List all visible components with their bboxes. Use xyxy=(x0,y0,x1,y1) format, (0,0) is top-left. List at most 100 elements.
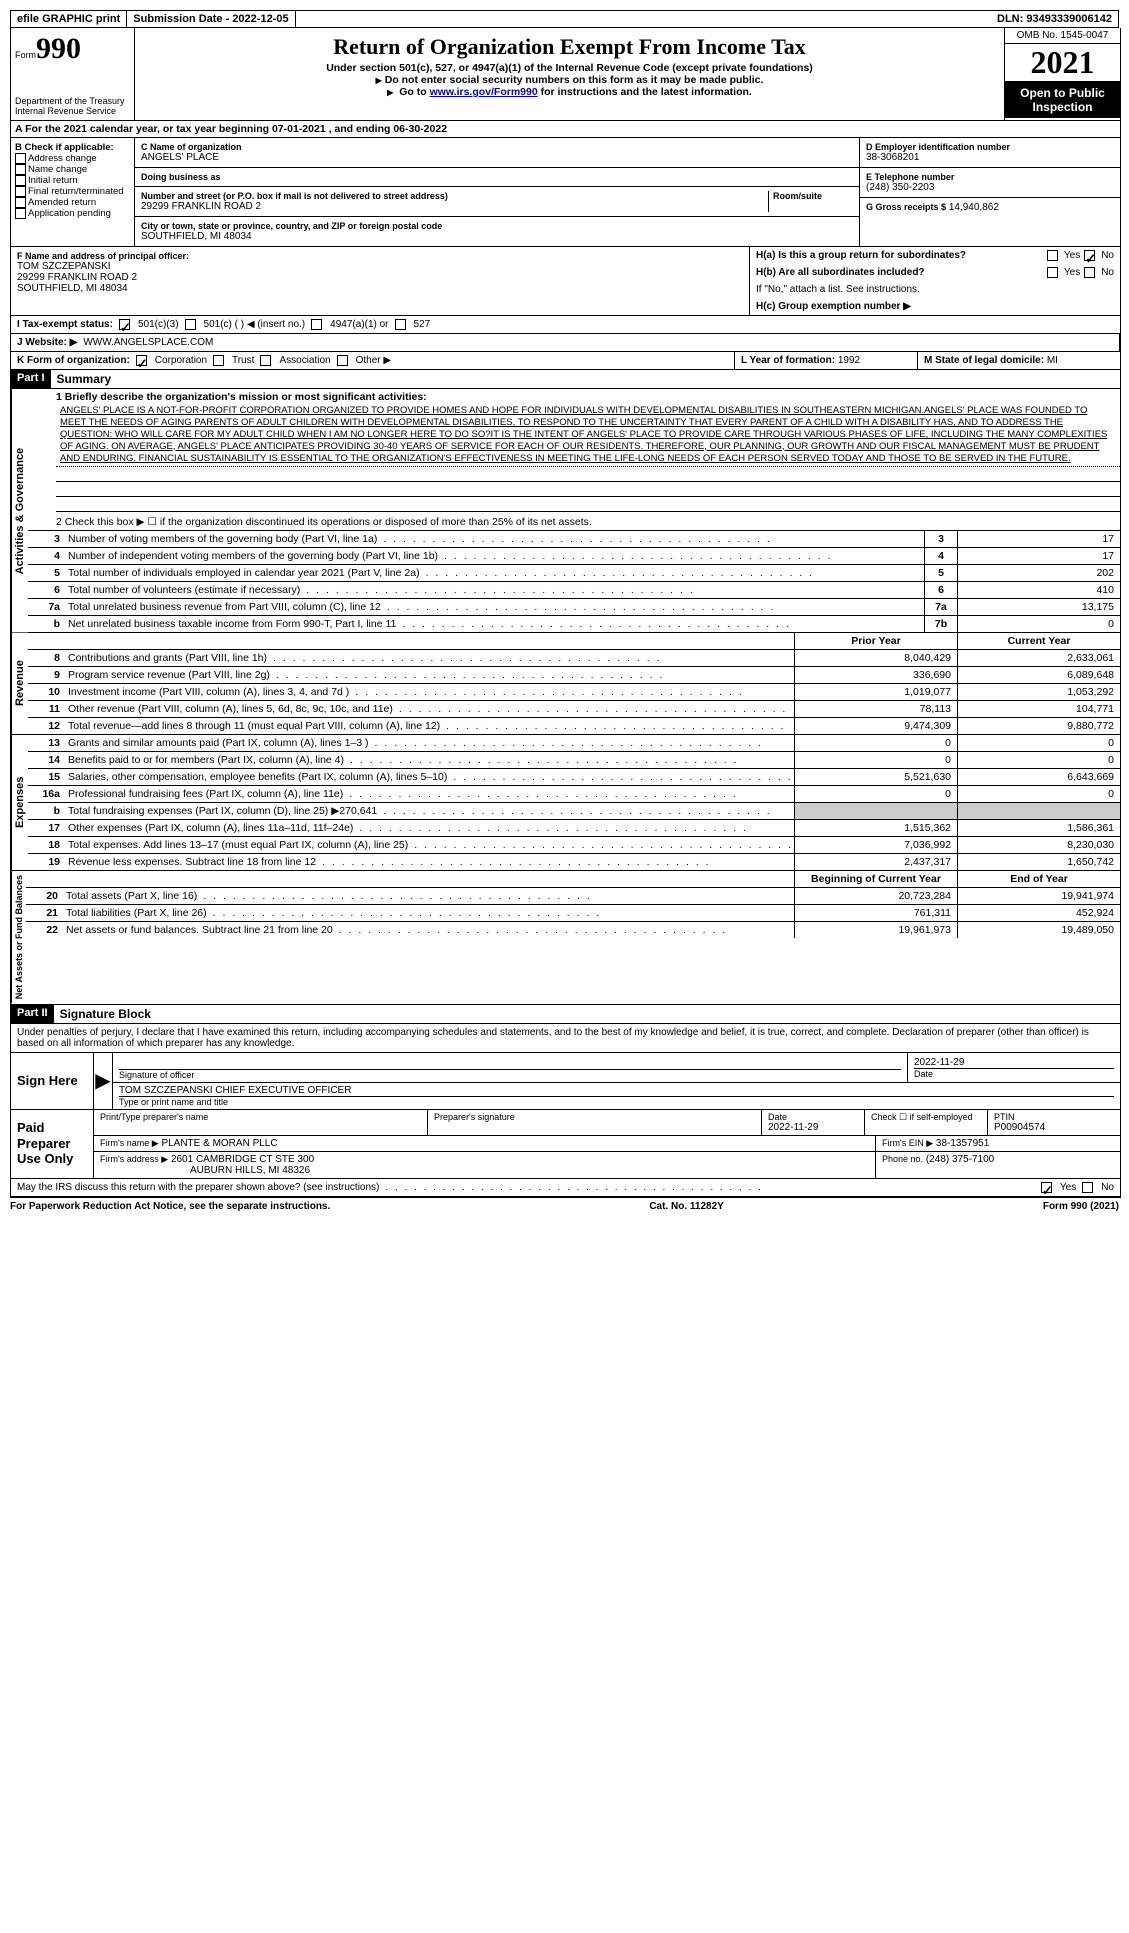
chk-corp[interactable]: ✓ xyxy=(136,355,147,366)
row-16a: 16a Professional fundraising fees (Part … xyxy=(28,786,1120,803)
row-desc: Grants and similar amounts paid (Part IX… xyxy=(64,735,794,751)
row-prior: 20,723,284 xyxy=(794,888,957,904)
row-prior: 0 xyxy=(794,735,957,751)
gov-row-4: 4 Number of independent voting members o… xyxy=(28,548,1120,565)
firm-addr-label: Firm's address ▶ xyxy=(100,1154,168,1164)
chk-501c3[interactable]: ✓ xyxy=(119,319,130,330)
mission-label: 1 Briefly describe the organization's mi… xyxy=(28,389,1120,403)
chk-hb-yes[interactable] xyxy=(1047,267,1058,278)
opt-501c3: 501(c)(3) xyxy=(138,319,179,330)
chk-pending[interactable] xyxy=(15,208,26,219)
row-desc: Total number of individuals employed in … xyxy=(64,565,924,581)
officer-sig-name: TOM SZCZEPANSKI CHIEF EXECUTIVE OFFICER xyxy=(119,1085,1114,1096)
chk-501c[interactable] xyxy=(185,319,196,330)
chk-527[interactable] xyxy=(395,319,406,330)
ein-label: D Employer identification number xyxy=(866,142,1114,152)
firm-addr2: AUBURN HILLS, MI 48326 xyxy=(190,1165,310,1176)
discuss-text: May the IRS discuss this return with the… xyxy=(17,1182,379,1193)
phone-value: (248) 350-2203 xyxy=(866,182,1114,193)
row-prior: 5,521,630 xyxy=(794,769,957,785)
hdr-current-year: Current Year xyxy=(957,633,1120,649)
side-expenses: Expenses xyxy=(11,735,28,870)
row-desc: Total expenses. Add lines 13–17 (must eq… xyxy=(64,837,794,853)
chk-ha-no[interactable]: ✓ xyxy=(1084,250,1095,261)
row-val: 17 xyxy=(957,548,1120,564)
officer-name: TOM SZCZEPANSKI xyxy=(17,261,743,272)
section-de: D Employer identification number 38-3068… xyxy=(860,138,1120,246)
irs-link[interactable]: www.irs.gov/Form990 xyxy=(430,86,538,98)
chk-name[interactable] xyxy=(15,164,26,175)
row-11: 11 Other revenue (Part VIII, column (A),… xyxy=(28,701,1120,718)
row-desc: Total number of volunteers (estimate if … xyxy=(64,582,924,598)
lbl-name-change: Name change xyxy=(28,164,87,175)
row-num: 3 xyxy=(28,531,64,547)
row-current: 19,489,050 xyxy=(957,922,1120,938)
row-desc: Total fundraising expenses (Part IX, col… xyxy=(64,803,794,819)
subtitle-2: Do not enter social security numbers on … xyxy=(143,74,996,86)
dln: DLN: 93493339006142 xyxy=(991,11,1118,27)
chk-discuss-no[interactable] xyxy=(1082,1182,1093,1193)
row-prior: 9,474,309 xyxy=(794,718,957,734)
part2-title: Signature Block xyxy=(54,1005,157,1023)
section-b-title: B Check if applicable: xyxy=(15,142,130,153)
chk-hb-no[interactable] xyxy=(1084,267,1095,278)
hdr-prior-year: Prior Year xyxy=(794,633,957,649)
chk-trust[interactable] xyxy=(213,355,224,366)
tax-year: 2021 xyxy=(1005,44,1120,82)
revenue-section: Revenue Prior Year Current Year 8 Contri… xyxy=(11,633,1120,735)
section-m: M State of legal domicile: MI xyxy=(918,352,1120,369)
chk-other[interactable] xyxy=(337,355,348,366)
chk-amended[interactable] xyxy=(15,197,26,208)
row-desc: Other revenue (Part VIII, column (A), li… xyxy=(64,701,794,717)
lbl-amended: Amended return xyxy=(28,197,96,208)
lbl-app-pending: Application pending xyxy=(28,208,111,219)
row-num: 17 xyxy=(28,820,64,836)
row-num: 16a xyxy=(28,786,64,802)
section-j: J Website: ▶ WWW.ANGELSPLACE.COM xyxy=(11,334,1120,351)
lbl-initial-return: Initial return xyxy=(28,175,78,186)
row-prior: 336,690 xyxy=(794,667,957,683)
row-box: 3 xyxy=(924,531,957,547)
h-b-label: H(b) Are all subordinates included? xyxy=(756,267,1043,278)
opt-corp: Corporation xyxy=(155,355,207,366)
row-prior: 19,961,973 xyxy=(794,922,957,938)
row-desc: Benefits paid to or for members (Part IX… xyxy=(64,752,794,768)
ein-value: 38-3068201 xyxy=(866,152,1114,163)
chk-discuss-yes[interactable]: ✓ xyxy=(1041,1182,1052,1193)
h-note: If "No," attach a list. See instructions… xyxy=(750,281,1120,298)
row-current: 6,089,648 xyxy=(957,667,1120,683)
chk-address[interactable] xyxy=(15,153,26,164)
prep-date-label: Date xyxy=(768,1112,858,1122)
opt-other: Other ▶ xyxy=(356,355,391,366)
efile-label[interactable]: efile GRAPHIC print xyxy=(11,11,127,27)
top-bar: efile GRAPHIC print Submission Date - 20… xyxy=(10,10,1119,28)
row-desc: Total unrelated business revenue from Pa… xyxy=(64,599,924,615)
row-box: 7a xyxy=(924,599,957,615)
chk-assoc[interactable] xyxy=(260,355,271,366)
row-12: 12 Total revenue—add lines 8 through 11 … xyxy=(28,718,1120,734)
row-num: 18 xyxy=(28,837,64,853)
chk-final[interactable] xyxy=(15,186,26,197)
chk-initial[interactable] xyxy=(15,175,26,186)
discuss-yes: Yes xyxy=(1060,1182,1076,1193)
row-21: 21 Total liabilities (Part X, line 26) 7… xyxy=(26,905,1120,922)
section-c: C Name of organization ANGELS' PLACE Doi… xyxy=(135,138,860,246)
blank-2 xyxy=(56,482,1120,497)
row-box: 4 xyxy=(924,548,957,564)
row-num: 6 xyxy=(28,582,64,598)
row-9: 9 Program service revenue (Part VIII, li… xyxy=(28,667,1120,684)
chk-4947[interactable] xyxy=(311,319,322,330)
officer-label: F Name and address of principal officer: xyxy=(17,251,743,261)
chk-ha-yes[interactable] xyxy=(1047,250,1058,261)
part-2-header: Part II Signature Block xyxy=(11,1005,1120,1024)
section-l: L Year of formation: 1992 xyxy=(735,352,918,369)
row-desc: Net assets or fund balances. Subtract li… xyxy=(62,922,794,938)
hdr-eoy: End of Year xyxy=(957,871,1120,887)
discuss-row: May the IRS discuss this return with the… xyxy=(11,1179,1120,1197)
prep-sig-label: Preparer's signature xyxy=(434,1112,755,1122)
penalties-text: Under penalties of perjury, I declare th… xyxy=(11,1024,1120,1053)
row-current: 2,633,061 xyxy=(957,650,1120,666)
side-governance: Activities & Governance xyxy=(11,389,28,632)
firm-name-label: Firm's name ▶ xyxy=(100,1138,159,1148)
row-desc: Revenue less expenses. Subtract line 18 … xyxy=(64,854,794,870)
